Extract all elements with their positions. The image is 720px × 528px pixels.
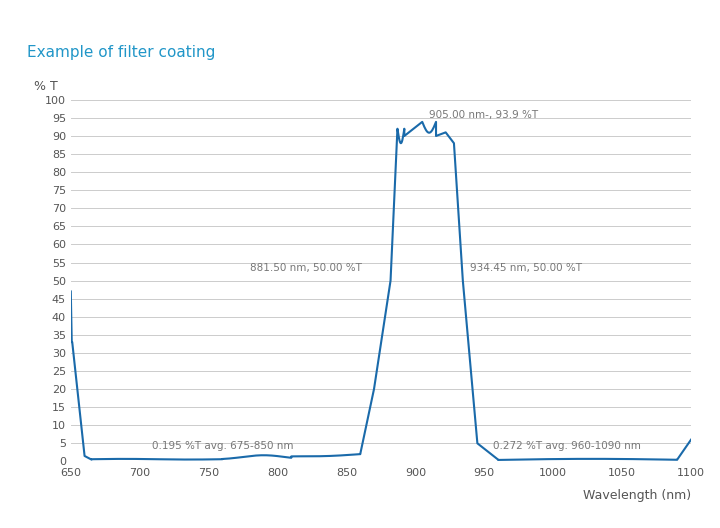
X-axis label: Wavelength (nm): Wavelength (nm) [583,489,691,503]
Text: 934.45 nm, 50.00 %T: 934.45 nm, 50.00 %T [469,263,582,274]
Text: 905.00 nm-, 93.9 %T: 905.00 nm-, 93.9 %T [429,110,539,120]
Text: 881.50 nm, 50.00 %T: 881.50 nm, 50.00 %T [251,263,362,274]
Text: Example of filter coating: Example of filter coating [27,45,216,60]
Text: 0.272 %T avg. 960-1090 nm: 0.272 %T avg. 960-1090 nm [493,440,641,450]
Y-axis label: % T: % T [34,80,58,92]
Text: 0.195 %T avg. 675-850 nm: 0.195 %T avg. 675-850 nm [152,440,293,450]
